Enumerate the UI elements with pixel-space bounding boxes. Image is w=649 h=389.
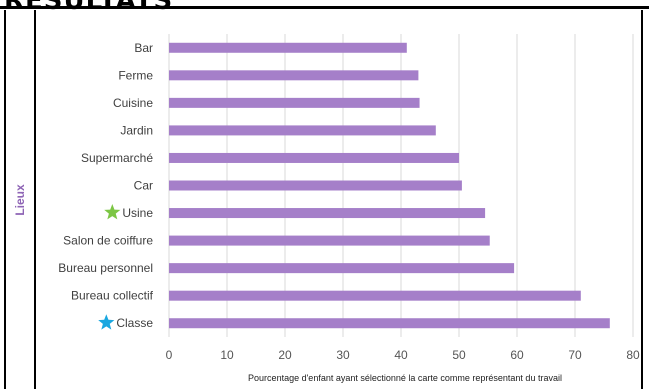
- category-label-4: Supermarché: [81, 151, 153, 165]
- category-label-6: Usine: [122, 206, 153, 220]
- category-label-10: Classe: [116, 316, 153, 330]
- bar-7: [169, 235, 490, 246]
- category-label-2: Cuisine: [113, 96, 153, 110]
- chart-frame: [4, 10, 643, 389]
- bar-4: [169, 152, 459, 163]
- bar-9: [169, 290, 581, 301]
- category-label-7: Salon de coiffure: [63, 234, 153, 248]
- category-labels: Bar Ferme Cuisine Jardin Supermarché Car Usine…: [58, 41, 153, 330]
- bar-2: [169, 97, 420, 108]
- x-tick-label-30: 30: [336, 348, 350, 362]
- category-label-8: Bureau personnel: [58, 261, 153, 275]
- bar-0: [169, 42, 407, 53]
- slide-title: RÉSULTATS: [4, 0, 174, 16]
- x-tick-label-80: 80: [626, 348, 640, 362]
- star-icon: [98, 314, 115, 330]
- category-label-3: Jardin: [120, 123, 153, 137]
- x-tick-label-10: 10: [220, 348, 234, 362]
- category-label-9: Bureau collectif: [71, 289, 154, 303]
- title-rule: [0, 6, 649, 9]
- x-tick-label-50: 50: [452, 348, 466, 362]
- bar-8: [169, 263, 515, 274]
- bar-5: [169, 180, 462, 191]
- x-tick-label-0: 0: [166, 348, 173, 362]
- bar-1: [169, 70, 419, 81]
- star-icon: [104, 204, 121, 220]
- x-axis-label: Pourcentage d'enfant ayant sélectionné l…: [248, 373, 562, 383]
- category-label-0: Bar: [134, 41, 153, 55]
- bars: [169, 42, 610, 329]
- x-tick-label-40: 40: [394, 348, 408, 362]
- category-label-1: Ferme: [118, 68, 153, 82]
- bar-10: [169, 318, 610, 329]
- category-label-5: Car: [134, 179, 153, 193]
- bar-3: [169, 125, 436, 136]
- x-tick-labels: 0 10 20 30 40 50 60 70 80: [166, 348, 640, 362]
- x-tick-label-70: 70: [568, 348, 582, 362]
- x-tick-label-60: 60: [510, 348, 524, 362]
- x-tick-label-20: 20: [278, 348, 292, 362]
- bar-6: [169, 208, 486, 219]
- axis-divider: [34, 10, 36, 389]
